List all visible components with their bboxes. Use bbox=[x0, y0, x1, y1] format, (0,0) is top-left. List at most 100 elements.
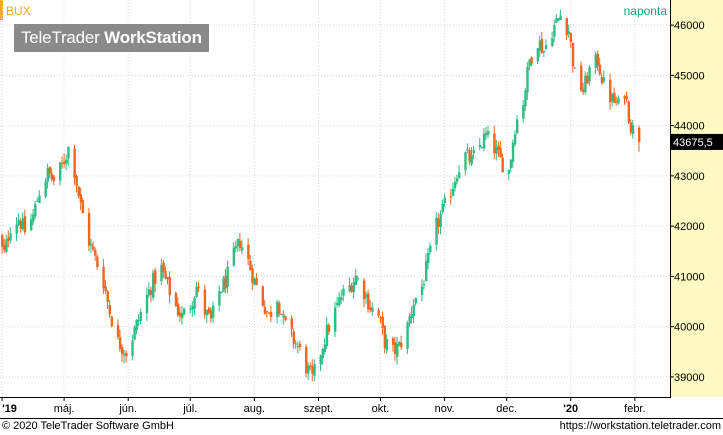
candle-down bbox=[261, 286, 265, 306]
candle-down bbox=[530, 57, 533, 64]
candle-up bbox=[139, 312, 143, 321]
x-tick-label: máj. bbox=[54, 403, 75, 415]
candle-down bbox=[52, 176, 56, 182]
interval-label[interactable]: naponta bbox=[623, 4, 667, 18]
candlestick-chart[interactable]: 39000 40000 41000 42000 43000 44000 45000 46000… bbox=[0, 0, 723, 418]
candle-down bbox=[627, 101, 631, 123]
candle-down bbox=[586, 75, 589, 84]
candle-up bbox=[511, 142, 515, 162]
candle-down bbox=[565, 18, 569, 36]
candle-down bbox=[176, 303, 180, 315]
candle-up bbox=[594, 54, 597, 68]
last-value-badge bbox=[671, 133, 723, 150]
watermark-regular-text: TeleTrader bbox=[21, 28, 105, 47]
candle-up bbox=[180, 312, 184, 319]
candle-up bbox=[602, 77, 606, 82]
candle-up bbox=[544, 45, 548, 49]
candle-down bbox=[629, 122, 633, 133]
candle-down bbox=[110, 316, 114, 327]
candle-down bbox=[615, 101, 618, 103]
candle-down bbox=[106, 291, 109, 302]
candle-up bbox=[385, 338, 389, 351]
candle-up bbox=[435, 217, 438, 245]
candle-down bbox=[108, 304, 111, 315]
y-axis-area[interactable] bbox=[671, 0, 723, 397]
candle-down bbox=[596, 53, 600, 66]
footer-url-link[interactable]: https://workstation.teletrader.com bbox=[559, 420, 721, 432]
candle-up bbox=[453, 181, 457, 189]
candle-up bbox=[371, 307, 374, 312]
candle-down bbox=[1, 234, 4, 247]
candle-up bbox=[340, 297, 343, 300]
candle-down bbox=[391, 338, 395, 345]
candle-down bbox=[263, 306, 267, 314]
candle-down bbox=[540, 39, 544, 53]
candle-down bbox=[623, 96, 626, 99]
candle-up bbox=[253, 278, 256, 285]
x-tick-label: '20 bbox=[563, 403, 578, 415]
candle-up bbox=[507, 170, 511, 174]
candle-up bbox=[338, 297, 341, 306]
candle-up bbox=[334, 307, 337, 332]
candle-up bbox=[427, 253, 430, 264]
candle-down bbox=[369, 307, 372, 311]
candle-up bbox=[522, 104, 525, 119]
candle-up bbox=[325, 324, 329, 347]
candle-up bbox=[17, 220, 21, 225]
candle-up bbox=[480, 147, 484, 149]
candle-up bbox=[145, 294, 149, 314]
candle-up bbox=[509, 159, 513, 168]
candle-up bbox=[495, 147, 498, 154]
candle-up bbox=[218, 290, 221, 306]
candle-up bbox=[32, 214, 35, 222]
candle-up bbox=[443, 197, 446, 204]
y-tick-label: 45000 bbox=[674, 70, 705, 82]
symbol-label[interactable]: BUX bbox=[6, 4, 31, 18]
candle-down bbox=[501, 157, 504, 173]
candle-up bbox=[617, 97, 620, 104]
watermark-bold-text: WorkStation bbox=[104, 28, 202, 47]
candle-up bbox=[528, 59, 531, 67]
candle-down bbox=[19, 221, 23, 229]
candle-up bbox=[559, 15, 562, 20]
candle-down bbox=[637, 127, 641, 142]
candle-down bbox=[255, 278, 258, 285]
candle-up bbox=[555, 18, 558, 23]
candle-up bbox=[30, 219, 33, 231]
candle-up bbox=[135, 320, 138, 331]
candle-up bbox=[456, 178, 459, 182]
candle-down bbox=[269, 312, 273, 318]
candle-up bbox=[319, 355, 322, 365]
copyright-text: © 2020 TeleTrader Software GmbH bbox=[2, 420, 174, 432]
candle-up bbox=[356, 278, 360, 280]
candle-down bbox=[400, 342, 403, 348]
candle-down bbox=[497, 145, 500, 150]
candle-up bbox=[193, 297, 196, 309]
candle-up bbox=[410, 314, 413, 318]
candle-down bbox=[493, 133, 496, 154]
candle-up bbox=[398, 341, 401, 346]
candle-up bbox=[487, 130, 490, 135]
candle-up bbox=[123, 354, 126, 356]
candle-up bbox=[551, 38, 554, 47]
candle-up bbox=[408, 316, 411, 324]
candle-down bbox=[7, 237, 10, 241]
candle-down bbox=[149, 289, 153, 295]
y-tick-label: 43000 bbox=[674, 171, 705, 183]
candle-down bbox=[383, 325, 387, 349]
footer-bar: © 2020 TeleTrader Software GmbH https://… bbox=[0, 418, 723, 435]
candle-down bbox=[377, 310, 380, 316]
candle-up bbox=[441, 203, 444, 213]
candle-up bbox=[538, 40, 542, 51]
candle-up bbox=[307, 365, 310, 374]
candle-up bbox=[513, 134, 517, 145]
candle-down bbox=[166, 277, 169, 280]
x-tick-label: dec. bbox=[496, 403, 517, 415]
candle-down bbox=[278, 303, 281, 314]
candle-up bbox=[348, 284, 351, 292]
candle-down bbox=[449, 196, 453, 198]
y-tick-label: 39000 bbox=[674, 372, 705, 384]
candle-down bbox=[174, 292, 178, 307]
symbol-color-marker bbox=[0, 0, 3, 20]
